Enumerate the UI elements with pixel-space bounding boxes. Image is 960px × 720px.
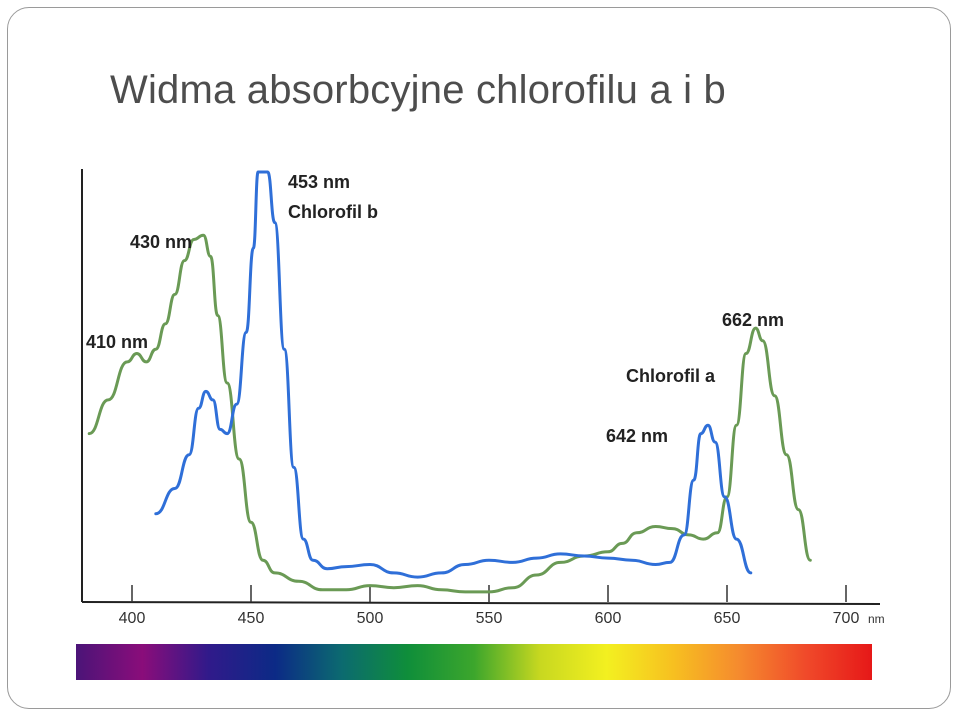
absorption-chart: 400 450 500 550 600 650 700 nm 453 nm Chlorofi… [81, 169, 885, 627]
x-tick-label-550: 550 [476, 610, 503, 627]
chart-panel: 400 450 500 550 600 650 700 nm 453 nm Chlorofi… [60, 157, 901, 704]
x-tick-label-500: 500 [357, 610, 384, 627]
annotation-662nm: 662 nm [722, 310, 784, 330]
x-unit-label: nm [868, 612, 885, 626]
x-axis [81, 601, 881, 605]
annotation-642nm: 642 nm [606, 426, 668, 446]
x-tick-label-400: 400 [119, 610, 146, 627]
annotation-430nm: 430 nm [130, 232, 192, 252]
x-tick-label-600: 600 [595, 610, 622, 627]
series-line-chlorofil-b [154, 170, 753, 579]
x-ticks: 400 450 500 550 600 650 700 [119, 585, 860, 627]
series-line-chlorofil-a [87, 233, 812, 594]
x-tick-label-450: 450 [238, 610, 265, 627]
annotation-410nm: 410 nm [86, 332, 148, 352]
annotation-chlorofil-a: Chlorofil a [626, 366, 716, 386]
annotation-453nm: 453 nm [288, 172, 350, 192]
slide-title: Widma absorbcyjne chlorofilu a i b [110, 68, 726, 112]
visible-spectrum-bar [76, 644, 872, 680]
annotation-chlorofil-b: Chlorofil b [288, 202, 378, 222]
x-tick-label-700: 700 [833, 610, 860, 627]
series-layer [87, 170, 812, 594]
x-tick-label-650: 650 [714, 610, 741, 627]
